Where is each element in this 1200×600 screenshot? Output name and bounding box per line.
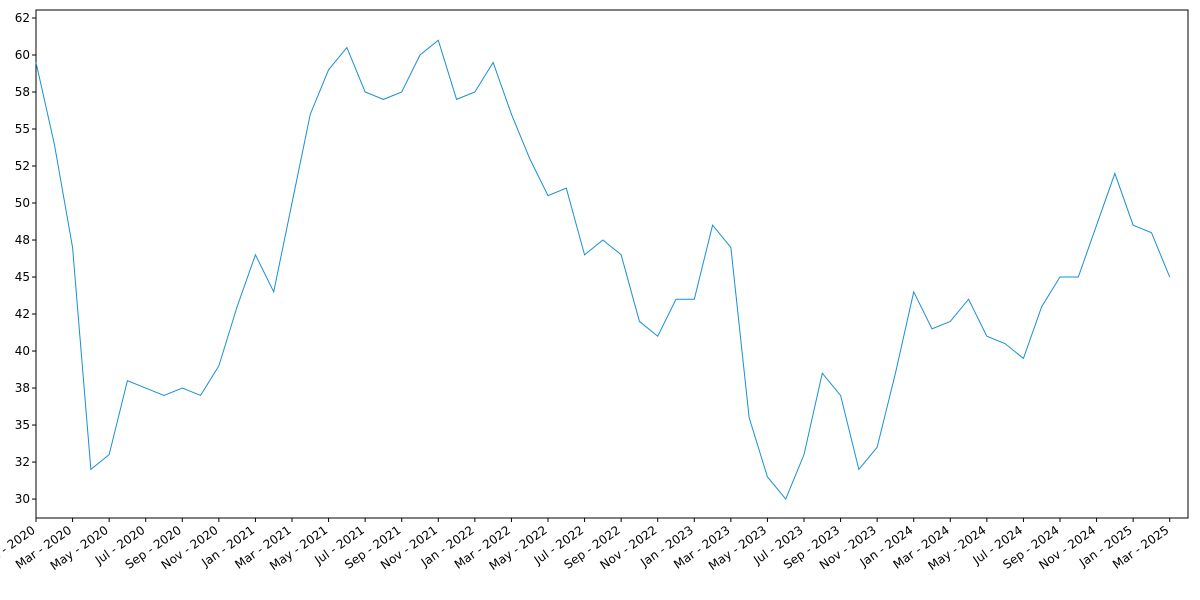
- y-tick-label: 52: [15, 159, 30, 173]
- y-tick-label: 32: [15, 455, 30, 469]
- y-tick-label: 62: [15, 11, 30, 25]
- y-tick-label: 42: [15, 307, 30, 321]
- price-line: [35, 39, 1171, 501]
- plot-frame: [35, 9, 1189, 519]
- y-tick-label: 30: [15, 492, 30, 506]
- y-tick-label: 38: [15, 381, 30, 395]
- y-tick-label: 40: [15, 344, 30, 358]
- y-tick-label: 60: [15, 48, 30, 62]
- y-tick-label: 35: [15, 418, 30, 432]
- y-tick-label: 58: [15, 85, 30, 99]
- y-tick-label: 55: [15, 122, 30, 136]
- y-tick-label: 45: [15, 270, 30, 284]
- y-tick-label: 50: [15, 196, 30, 210]
- y-tick-label: 48: [15, 233, 30, 247]
